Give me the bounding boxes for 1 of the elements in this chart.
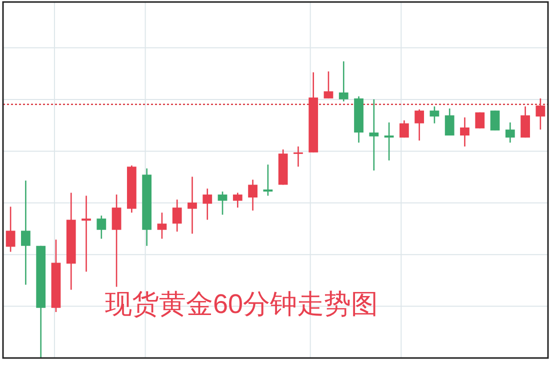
title: 现货黄金60分钟走势图: [105, 289, 378, 319]
